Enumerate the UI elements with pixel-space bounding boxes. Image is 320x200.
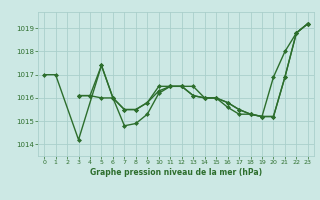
X-axis label: Graphe pression niveau de la mer (hPa): Graphe pression niveau de la mer (hPa) bbox=[90, 168, 262, 177]
